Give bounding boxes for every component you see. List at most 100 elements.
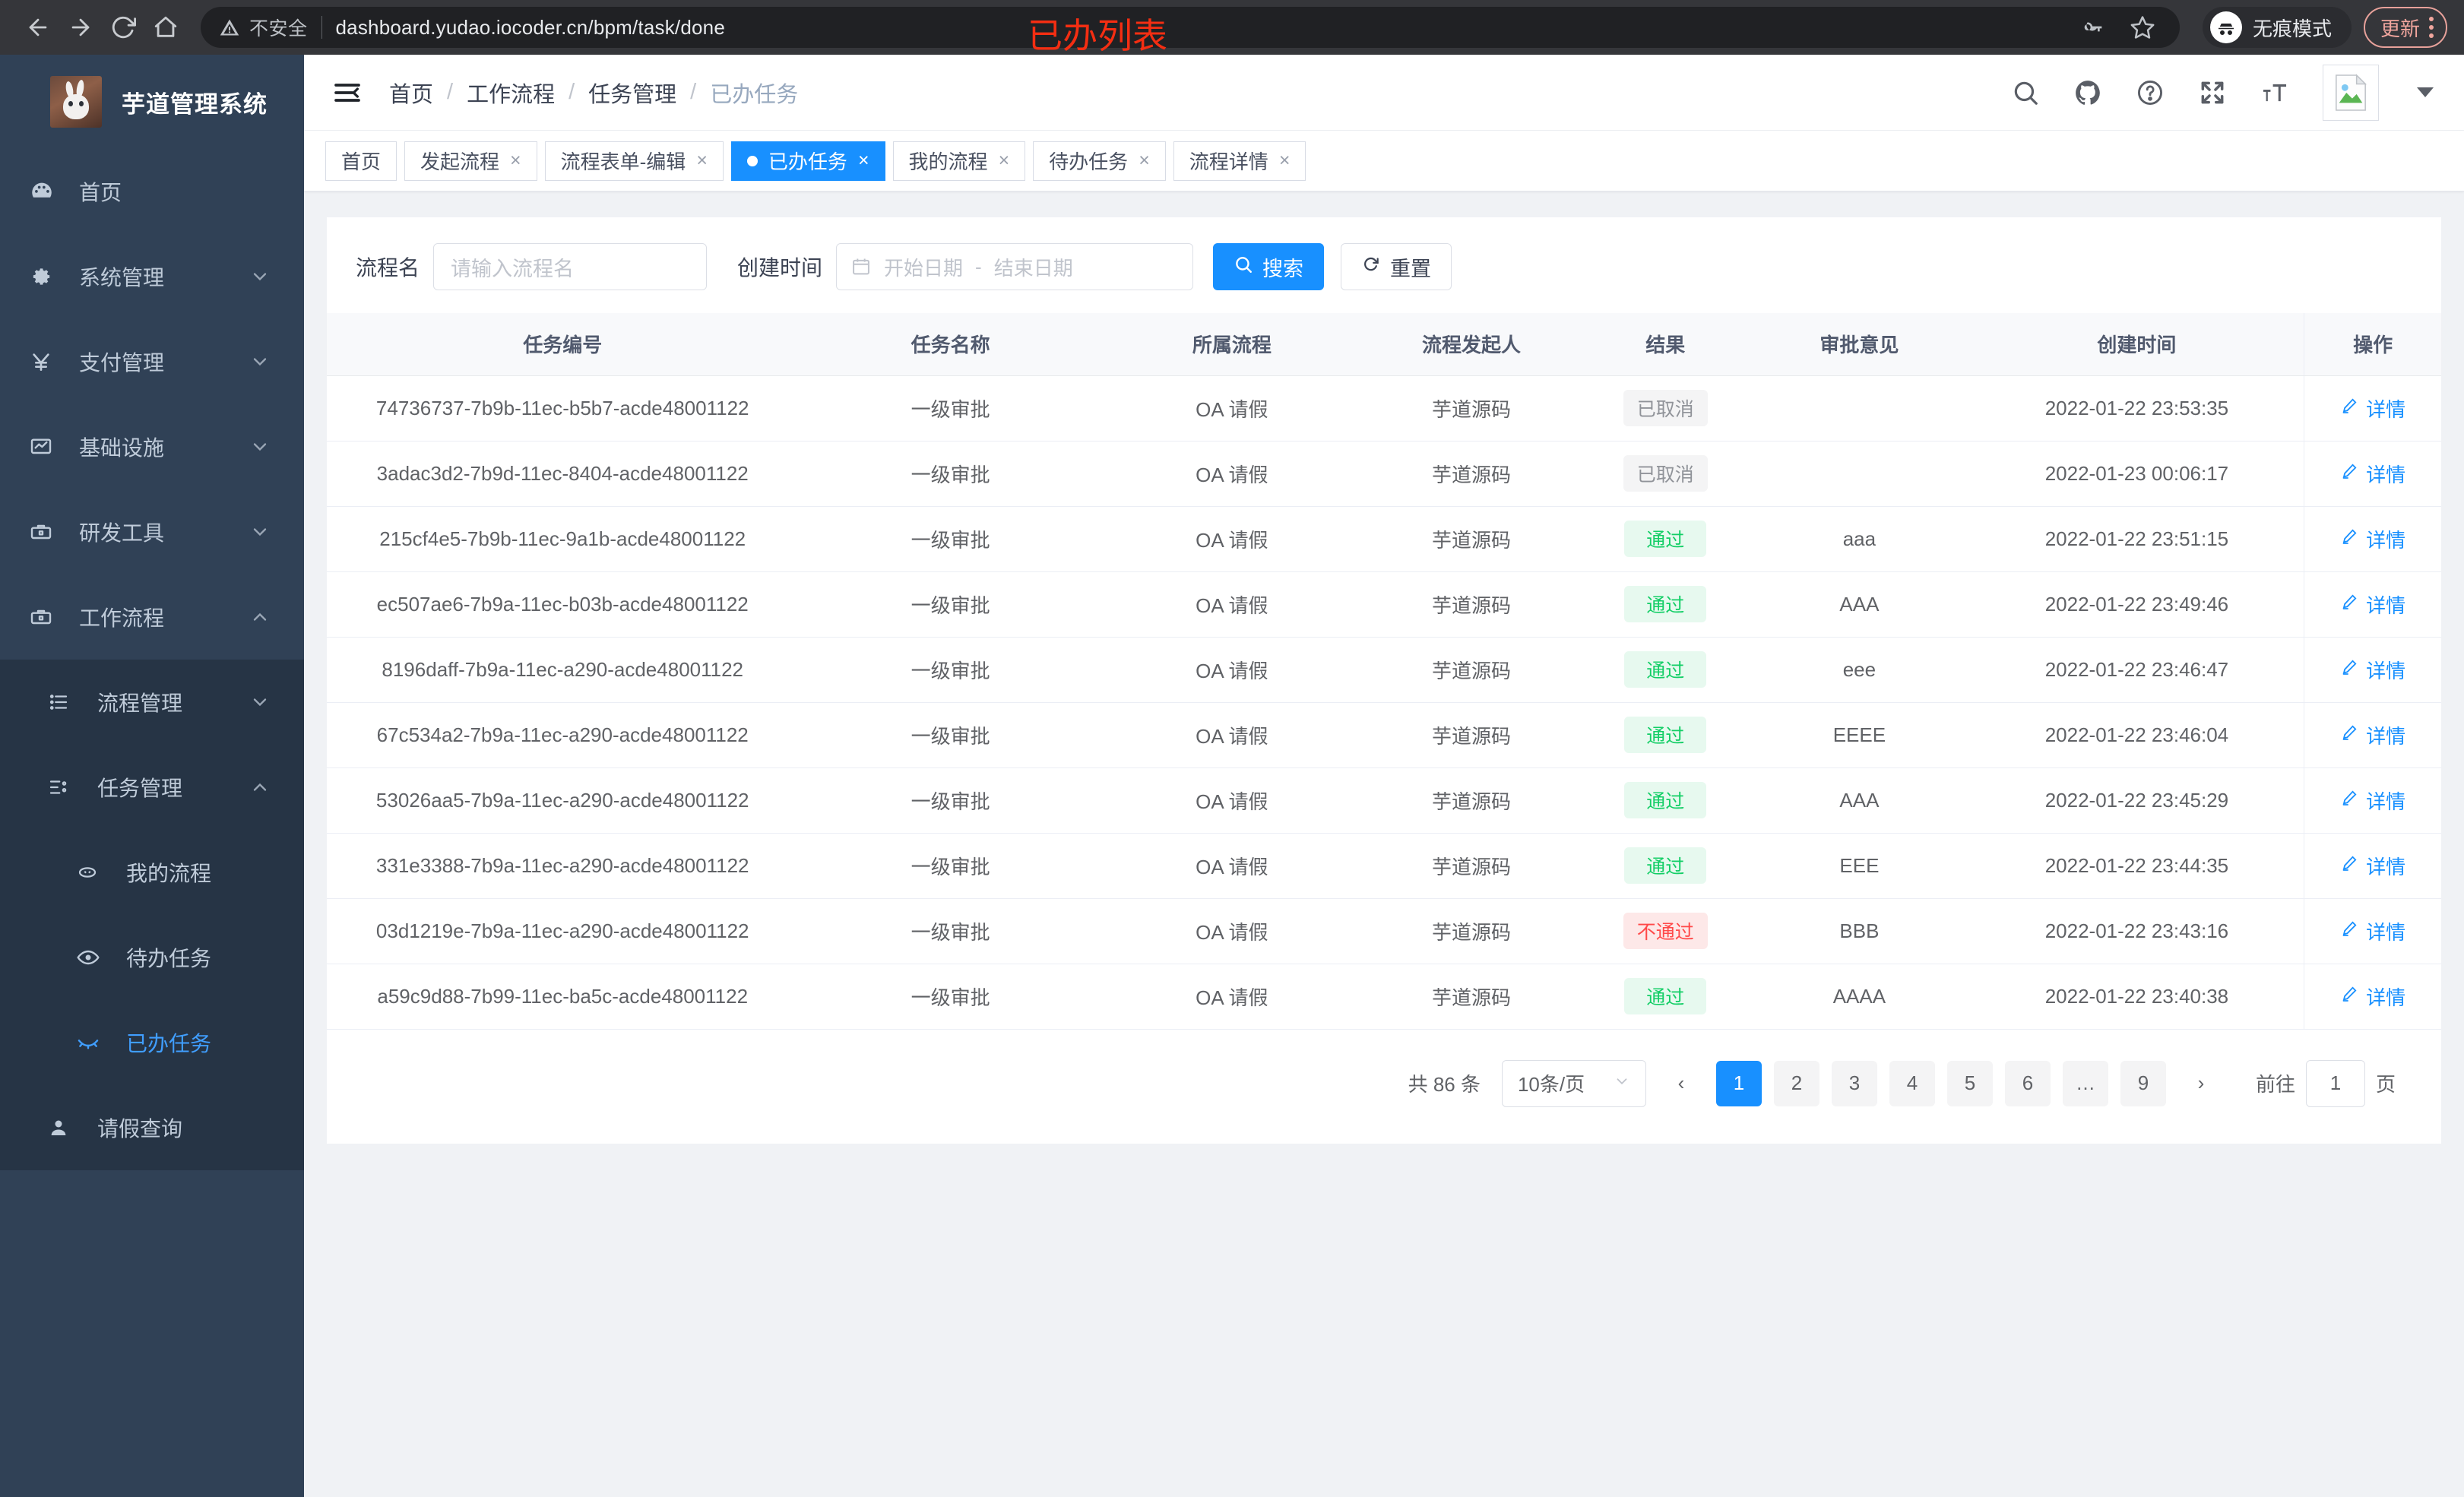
sidebar-item-workflow[interactable]: 工作流程	[0, 574, 304, 660]
sidebar-item-my-process[interactable]: 我的流程	[0, 830, 304, 915]
detail-button[interactable]: 详情	[2340, 394, 2405, 423]
table-row[interactable]: 331e3388-7b9a-11ec-a290-acde48001122 一级审…	[327, 833, 2441, 899]
detail-button[interactable]: 详情	[2340, 525, 2405, 553]
tab-todo-task[interactable]: 待办任务 ×	[1033, 141, 1166, 181]
table-row[interactable]: 3adac3d2-7b9d-11ec-8404-acde48001122 一级审…	[327, 441, 2441, 507]
pagination-goto: 前往 1 页	[2256, 1059, 2396, 1107]
detail-button[interactable]: 详情	[2340, 786, 2405, 815]
cell-result: 已取消	[1582, 375, 1750, 442]
table-row[interactable]: 8196daff-7b9a-11ec-a290-acde48001122 一级审…	[327, 637, 2441, 703]
detail-button[interactable]: 详情	[2340, 852, 2405, 880]
address-bar[interactable]: 不安全 dashboard.yudao.iocoder.cn/bpm/task/…	[201, 7, 2180, 56]
cell-opinion	[1749, 375, 1970, 442]
process-name-input[interactable]: 请输入流程名	[433, 243, 708, 290]
breadcrumb-item[interactable]: 任务管理	[588, 82, 677, 107]
create-time-range-picker[interactable]: 开始日期 - 结束日期	[836, 243, 1194, 290]
top-navbar: 首页 / 工作流程 / 任务管理 / 已办任务	[304, 55, 2464, 131]
page-size-select[interactable]: 10条/页	[1501, 1059, 1646, 1107]
bookmark-star-icon[interactable]	[2130, 14, 2155, 40]
back-button[interactable]	[17, 6, 59, 49]
cell-process: OA 请假	[1102, 702, 1361, 768]
password-key-icon[interactable]	[2079, 15, 2104, 40]
fullscreen-icon[interactable]	[2198, 78, 2227, 107]
sidebar-item-home[interactable]: 首页	[0, 149, 304, 234]
help-icon[interactable]	[2136, 78, 2165, 107]
detail-button[interactable]: 详情	[2340, 983, 2405, 1011]
close-icon[interactable]: ×	[857, 150, 869, 171]
detail-button[interactable]: 详情	[2340, 590, 2405, 619]
tab-my-process[interactable]: 我的流程 ×	[892, 141, 1026, 181]
detail-button[interactable]: 详情	[2340, 917, 2405, 945]
tab-done-task[interactable]: 已办任务 ×	[730, 141, 885, 181]
detail-button[interactable]: 详情	[2340, 460, 2405, 488]
table-row[interactable]: 03d1219e-7b9a-11ec-a290-acde48001122 一级审…	[327, 898, 2441, 964]
chrome-menu-icon[interactable]	[2429, 17, 2434, 38]
close-icon[interactable]: ×	[696, 150, 708, 171]
pagination-page-5[interactable]: 5	[1946, 1060, 1993, 1106]
cell-task-id: 67c534a2-7b9a-11ec-a290-acde48001122	[327, 702, 799, 768]
sidebar-item-payment-management[interactable]: 支付管理	[0, 319, 304, 404]
done-task-table: 任务编号 任务名称 所属流程 流程发起人 结果 审批意见 创建时间 操作 747…	[327, 313, 2441, 1030]
update-button[interactable]: 更新	[2363, 7, 2447, 48]
sidebar-item-todo-task[interactable]: 待办任务	[0, 915, 304, 1000]
cell-action: 详情	[2304, 833, 2441, 899]
table-row[interactable]: ec507ae6-7b9a-11ec-b03b-acde48001122 一级审…	[327, 571, 2441, 638]
yuan-icon	[29, 350, 68, 374]
workflow-submenu: 流程管理 任务管理 我的流程 待办任务	[0, 660, 304, 1170]
detail-button[interactable]: 详情	[2340, 721, 2405, 749]
pagination-page-4[interactable]: 4	[1889, 1060, 1935, 1106]
pagination-page-6[interactable]: 6	[2004, 1060, 2051, 1106]
cell-process: OA 请假	[1102, 833, 1361, 899]
sidebar-logo[interactable]: 芋道管理系统	[0, 55, 304, 149]
close-icon[interactable]: ×	[510, 150, 521, 171]
tab-process-detail[interactable]: 流程详情 ×	[1173, 141, 1306, 181]
incognito-indicator[interactable]: 无痕模式	[2202, 7, 2352, 48]
pagination-page-9[interactable]: 9	[2120, 1060, 2166, 1106]
table-row[interactable]: 53026aa5-7b9a-11ec-a290-acde48001122 一级审…	[327, 767, 2441, 834]
table-row[interactable]: a59c9d88-7b99-11ec-ba5c-acde48001122 一级审…	[327, 964, 2441, 1030]
close-icon[interactable]: ×	[1278, 150, 1291, 171]
home-button[interactable]	[144, 6, 187, 49]
table-row[interactable]: 67c534a2-7b9a-11ec-a290-acde48001122 一级审…	[327, 702, 2441, 768]
tab-start-process[interactable]: 发起流程 ×	[404, 141, 537, 181]
cell-action: 详情	[2304, 898, 2441, 964]
avatar[interactable]	[2323, 64, 2379, 121]
pagination-page-3[interactable]: 3	[1831, 1060, 1877, 1106]
tab-process-form-edit[interactable]: 流程表单-编辑 ×	[544, 141, 724, 181]
pagination-prev-button[interactable]: ‹	[1677, 1071, 1685, 1094]
sidebar-item-infrastructure[interactable]: 基础设施	[0, 404, 304, 489]
goto-page-input[interactable]: 1	[2305, 1059, 2365, 1107]
close-icon[interactable]: ×	[1139, 150, 1150, 171]
status-badge: 已取消	[1623, 455, 1708, 492]
chevron-down-icon[interactable]	[2417, 87, 2434, 97]
breadcrumb-item[interactable]: 工作流程	[467, 82, 556, 107]
forward-button[interactable]	[59, 6, 102, 49]
sidebar-item-leave-query[interactable]: 请假查询	[0, 1085, 304, 1170]
sidebar-item-dev-tools[interactable]: 研发工具	[0, 489, 304, 574]
table-row[interactable]: 74736737-7b9b-11ec-b5b7-acde48001122 一级审…	[327, 375, 2441, 442]
column-header-task-name: 任务名称	[798, 313, 1103, 376]
close-icon[interactable]: ×	[998, 150, 1010, 171]
sidebar-item-task-management[interactable]: 任务管理	[0, 745, 304, 830]
detail-button[interactable]: 详情	[2340, 656, 2405, 684]
sidebar-item-process-management[interactable]: 流程管理	[0, 660, 304, 745]
pagination-ellipsis[interactable]: …	[2062, 1060, 2108, 1106]
reload-button[interactable]	[102, 6, 144, 49]
search-button[interactable]: 搜索	[1213, 243, 1325, 290]
omnibox-divider	[321, 16, 322, 39]
sidebar-item-system-management[interactable]: 系统管理	[0, 234, 304, 319]
font-size-icon[interactable]	[2260, 78, 2289, 107]
search-icon[interactable]	[2011, 78, 2040, 107]
toolbox-icon	[29, 520, 68, 544]
pagination-page-1[interactable]: 1	[1715, 1060, 1762, 1106]
sidebar-item-done-task[interactable]: 已办任务	[0, 1000, 304, 1085]
sidebar-toggle-icon[interactable]	[330, 75, 365, 110]
github-icon[interactable]	[2073, 78, 2102, 107]
breadcrumb-item[interactable]: 首页	[389, 82, 434, 107]
cell-task-name: 一级审批	[798, 506, 1103, 572]
pagination-page-2[interactable]: 2	[1773, 1060, 1819, 1106]
reset-button[interactable]: 重置	[1341, 243, 1452, 290]
tab-home[interactable]: 首页	[325, 141, 397, 181]
table-row[interactable]: 215cf4e5-7b9b-11ec-9a1b-acde48001122 一级审…	[327, 506, 2441, 572]
pagination-next-button[interactable]: ›	[2197, 1071, 2205, 1094]
